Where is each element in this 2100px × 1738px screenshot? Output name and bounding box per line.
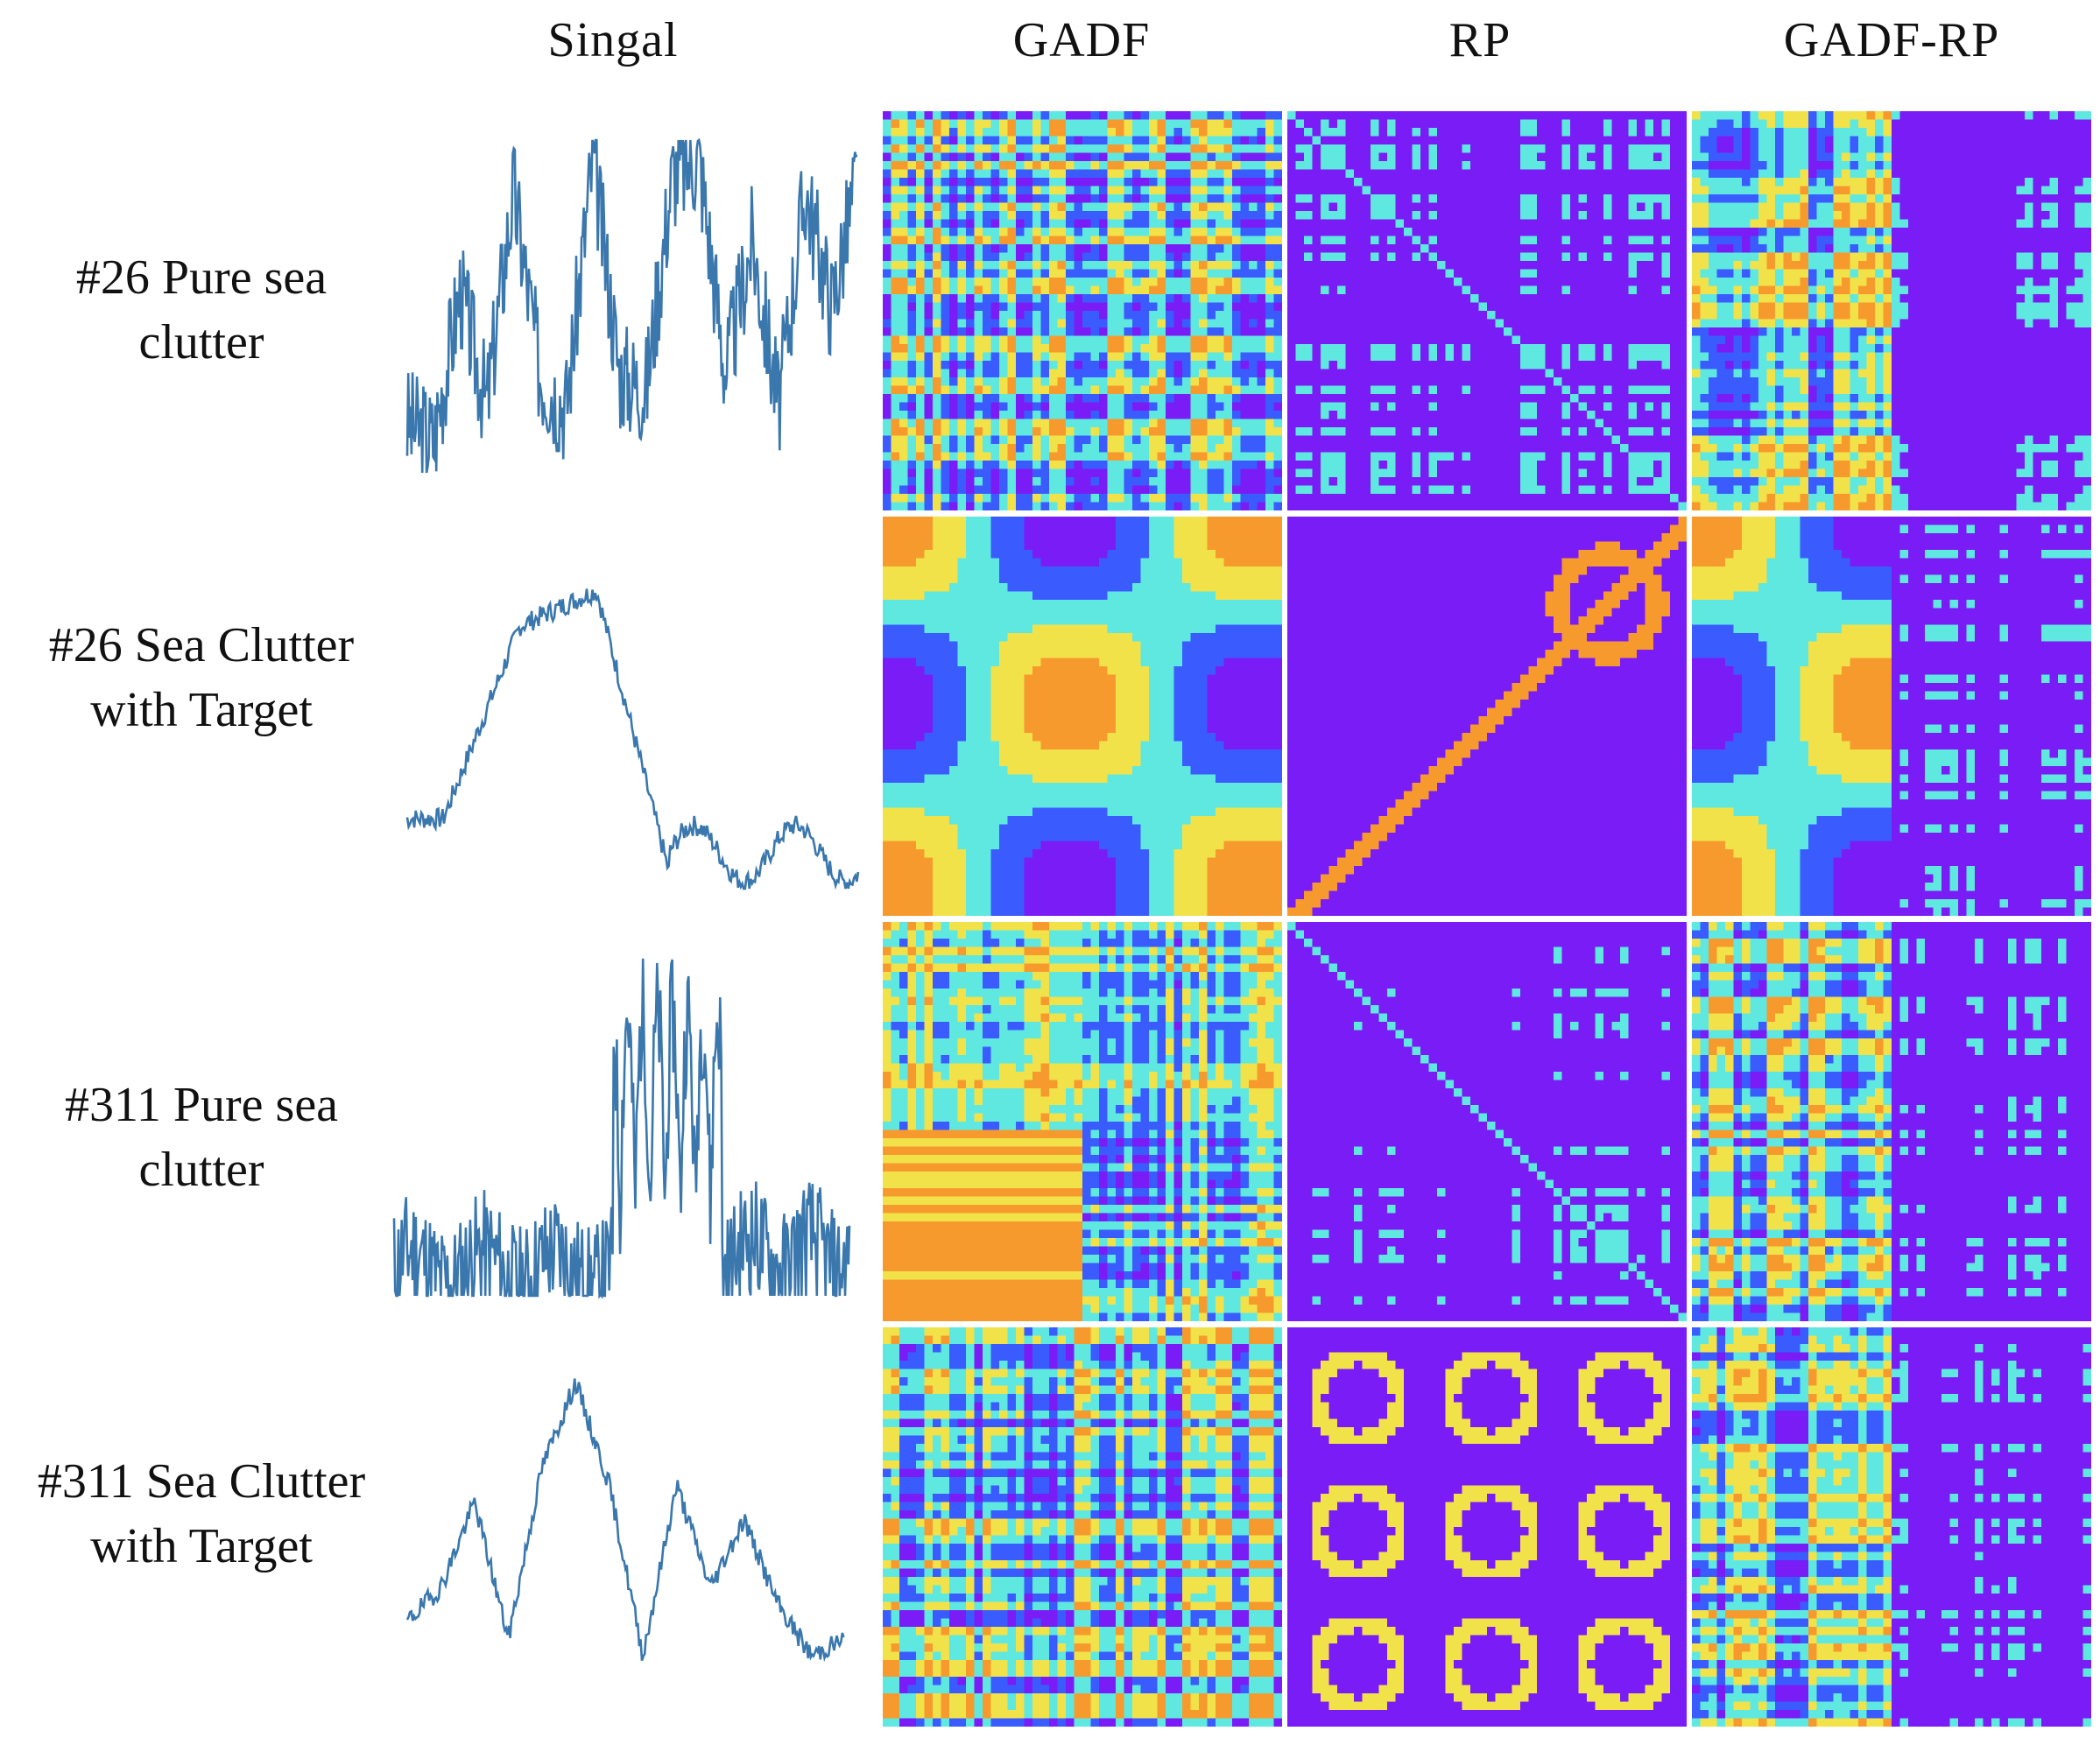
row-label-4: #311 Sea Clutter with Target bbox=[0, 1449, 403, 1579]
gadf-rp-image-row-3 bbox=[1692, 922, 2091, 1321]
row-label-2-line1: #26 Sea Clutter bbox=[0, 613, 403, 678]
signal-plot-row-4 bbox=[405, 1378, 845, 1663]
column-header-gadf: GADF bbox=[880, 12, 1283, 68]
row-label-3-line1: #311 Pure sea bbox=[0, 1073, 403, 1137]
row-label-1: #26 Pure sea clutter bbox=[0, 245, 403, 375]
gadf-image-row-4 bbox=[883, 1327, 1282, 1727]
column-header-rp: RP bbox=[1279, 12, 1681, 68]
row-label-3: #311 Pure sea clutter bbox=[0, 1073, 403, 1202]
signal-plot-row-2 bbox=[405, 588, 860, 890]
row-label-3-line2: clutter bbox=[0, 1137, 403, 1202]
row-label-1-line1: #26 Pure sea bbox=[0, 245, 403, 310]
column-header-signal: Singal bbox=[412, 12, 814, 68]
gadf-image-row-3 bbox=[883, 922, 1282, 1321]
row-label-1-line2: clutter bbox=[0, 310, 403, 375]
rp-image-row-4 bbox=[1287, 1327, 1687, 1727]
signal-line bbox=[405, 588, 860, 890]
row-label-2: #26 Sea Clutter with Target bbox=[0, 613, 403, 742]
row-label-4-line2: with Target bbox=[0, 1514, 403, 1579]
signal-line bbox=[405, 137, 858, 474]
signal-line bbox=[392, 958, 851, 1299]
gadf-image-row-1 bbox=[883, 111, 1282, 510]
gadf-image-row-2 bbox=[883, 517, 1282, 916]
gadf-rp-image-row-1 bbox=[1692, 111, 2091, 510]
gadf-rp-image-row-4 bbox=[1692, 1327, 2091, 1727]
rp-image-row-2 bbox=[1287, 517, 1687, 916]
signal-plot-row-1 bbox=[405, 137, 858, 474]
rp-image-row-3 bbox=[1287, 922, 1687, 1321]
gadf-rp-image-row-2 bbox=[1692, 517, 2091, 916]
rp-image-row-1 bbox=[1287, 111, 1687, 510]
signal-plot-row-3 bbox=[392, 958, 851, 1299]
row-label-2-line2: with Target bbox=[0, 678, 403, 742]
signal-line bbox=[405, 1378, 845, 1663]
column-header-gadf-rp: GADF-RP bbox=[1690, 12, 2093, 68]
row-label-4-line1: #311 Sea Clutter bbox=[0, 1449, 403, 1514]
